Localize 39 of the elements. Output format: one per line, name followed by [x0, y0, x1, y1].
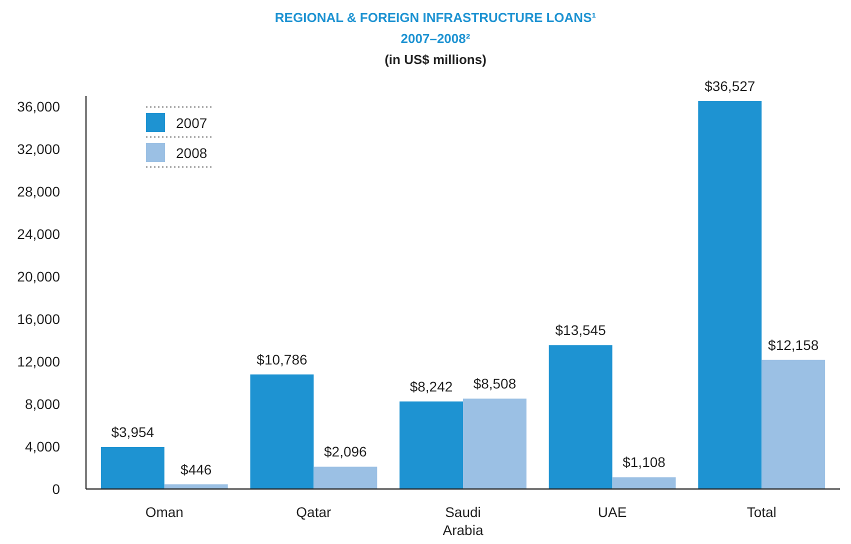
data-label: $2,096 [324, 444, 368, 460]
data-label: $36,527 [704, 78, 756, 94]
y-tick-label: 0 [52, 480, 60, 497]
y-tick-label: 28,000 [17, 183, 60, 200]
y-tick-label: 4,000 [24, 438, 60, 454]
bar [400, 401, 463, 489]
bar [698, 101, 762, 489]
chart-title: REGIONAL & FOREIGN INFRASTRUCTURE LOANS¹ [274, 10, 596, 25]
data-label: $3,954 [111, 424, 154, 440]
y-tick-label: 20,000 [17, 268, 60, 284]
chart-subtitle: 2007–2008² [400, 31, 471, 46]
y-tick-label: 24,000 [17, 226, 60, 242]
bar [100, 447, 164, 489]
data-label: $13,545 [555, 322, 606, 338]
x-tick-label: Oman [145, 504, 184, 520]
y-tick-label: 8,000 [24, 396, 60, 412]
x-tick-label: UAE [598, 504, 627, 520]
y-tick-label: 32,000 [17, 141, 60, 158]
x-tick-label: Total [746, 504, 776, 520]
bar [250, 374, 314, 489]
x-tick-label: Qatar [296, 504, 332, 520]
data-label: $446 [180, 461, 212, 478]
data-label: $10,786 [256, 351, 308, 368]
legend-label: 2008 [176, 144, 208, 161]
y-tick-label: 16,000 [17, 310, 60, 327]
x-tick-label: Saudi Arabia [442, 504, 484, 538]
bar [463, 398, 526, 489]
data-label: $12,158 [768, 336, 819, 353]
data-label: $8,242 [410, 378, 453, 394]
y-tick-label: 36,000 [17, 98, 60, 115]
bar [762, 360, 826, 489]
bar [548, 345, 612, 489]
legend-label: 2007 [176, 114, 208, 131]
data-label: $1,108 [622, 454, 666, 470]
y-axis-title: (in US$ millions) [384, 52, 486, 67]
y-tick-label: 12,000 [17, 353, 60, 370]
bar [612, 477, 676, 489]
bar [314, 466, 378, 489]
data-label: $8,508 [473, 376, 516, 392]
